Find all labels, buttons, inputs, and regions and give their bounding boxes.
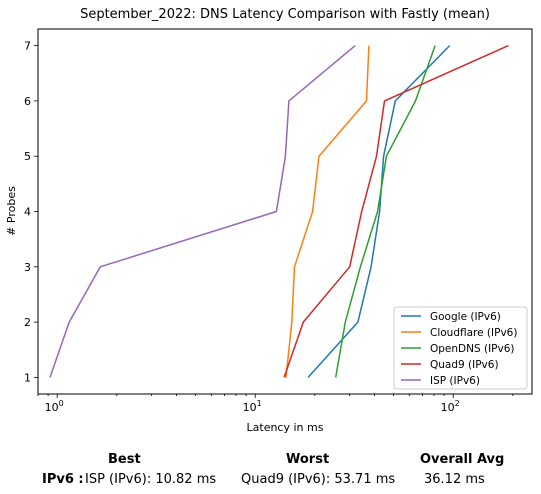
y-tick-label: 3 xyxy=(24,261,31,274)
y-axis: 1 2 3 4 5 6 7 xyxy=(24,40,38,384)
series-line-1 xyxy=(285,45,370,378)
legend-label-3: Quad9 (IPv6) xyxy=(430,359,499,371)
series-line-0 xyxy=(307,45,451,378)
ipv6-row-label: IPv6 : xyxy=(42,472,84,487)
legend-label-0: Google (IPv6) xyxy=(430,311,501,323)
y-tick-label: 2 xyxy=(24,316,31,329)
best-value: ISP (IPv6): 10.82 ms xyxy=(85,472,217,487)
overall-avg-header: Overall Avg xyxy=(420,452,505,467)
y-tick-label: 5 xyxy=(24,150,31,163)
worst-value: Quad9 (IPv6): 53.71 ms xyxy=(241,472,396,487)
x-tick-label: 101 xyxy=(243,399,262,414)
legend: Google (IPv6) Cloudflare (IPv6) OpenDNS (I… xyxy=(393,306,528,390)
worst-header: Worst xyxy=(286,452,330,467)
y-tick-label: 7 xyxy=(24,40,31,53)
x-axis-label: Latency in ms xyxy=(247,421,324,434)
latency-chart: September_2022: DNS Latency Comparison w… xyxy=(5,7,533,434)
y-axis-label: # Probes xyxy=(5,186,18,236)
y-tick-label: 4 xyxy=(24,206,31,219)
legend-box xyxy=(393,306,528,390)
series-line-3 xyxy=(283,44,509,378)
legend-label-4: ISP (IPv6) xyxy=(430,375,480,387)
best-header: Best xyxy=(108,452,141,467)
overall-avg-value: 36.12 ms xyxy=(424,472,485,487)
x-tick-label: 102 xyxy=(441,399,460,414)
series-layer xyxy=(49,44,509,378)
y-tick-label: 1 xyxy=(24,371,31,384)
series-line-4 xyxy=(49,45,356,378)
chart-title: September_2022: DNS Latency Comparison w… xyxy=(80,7,490,22)
series-line-2 xyxy=(334,45,436,378)
y-tick-label: 6 xyxy=(24,95,31,108)
legend-label-2: OpenDNS (IPv6) xyxy=(430,343,515,355)
x-tick-label: 100 xyxy=(45,399,64,414)
x-axis: 100 101 102 xyxy=(37,394,514,414)
legend-label-1: Cloudflare (IPv6) xyxy=(430,327,517,339)
